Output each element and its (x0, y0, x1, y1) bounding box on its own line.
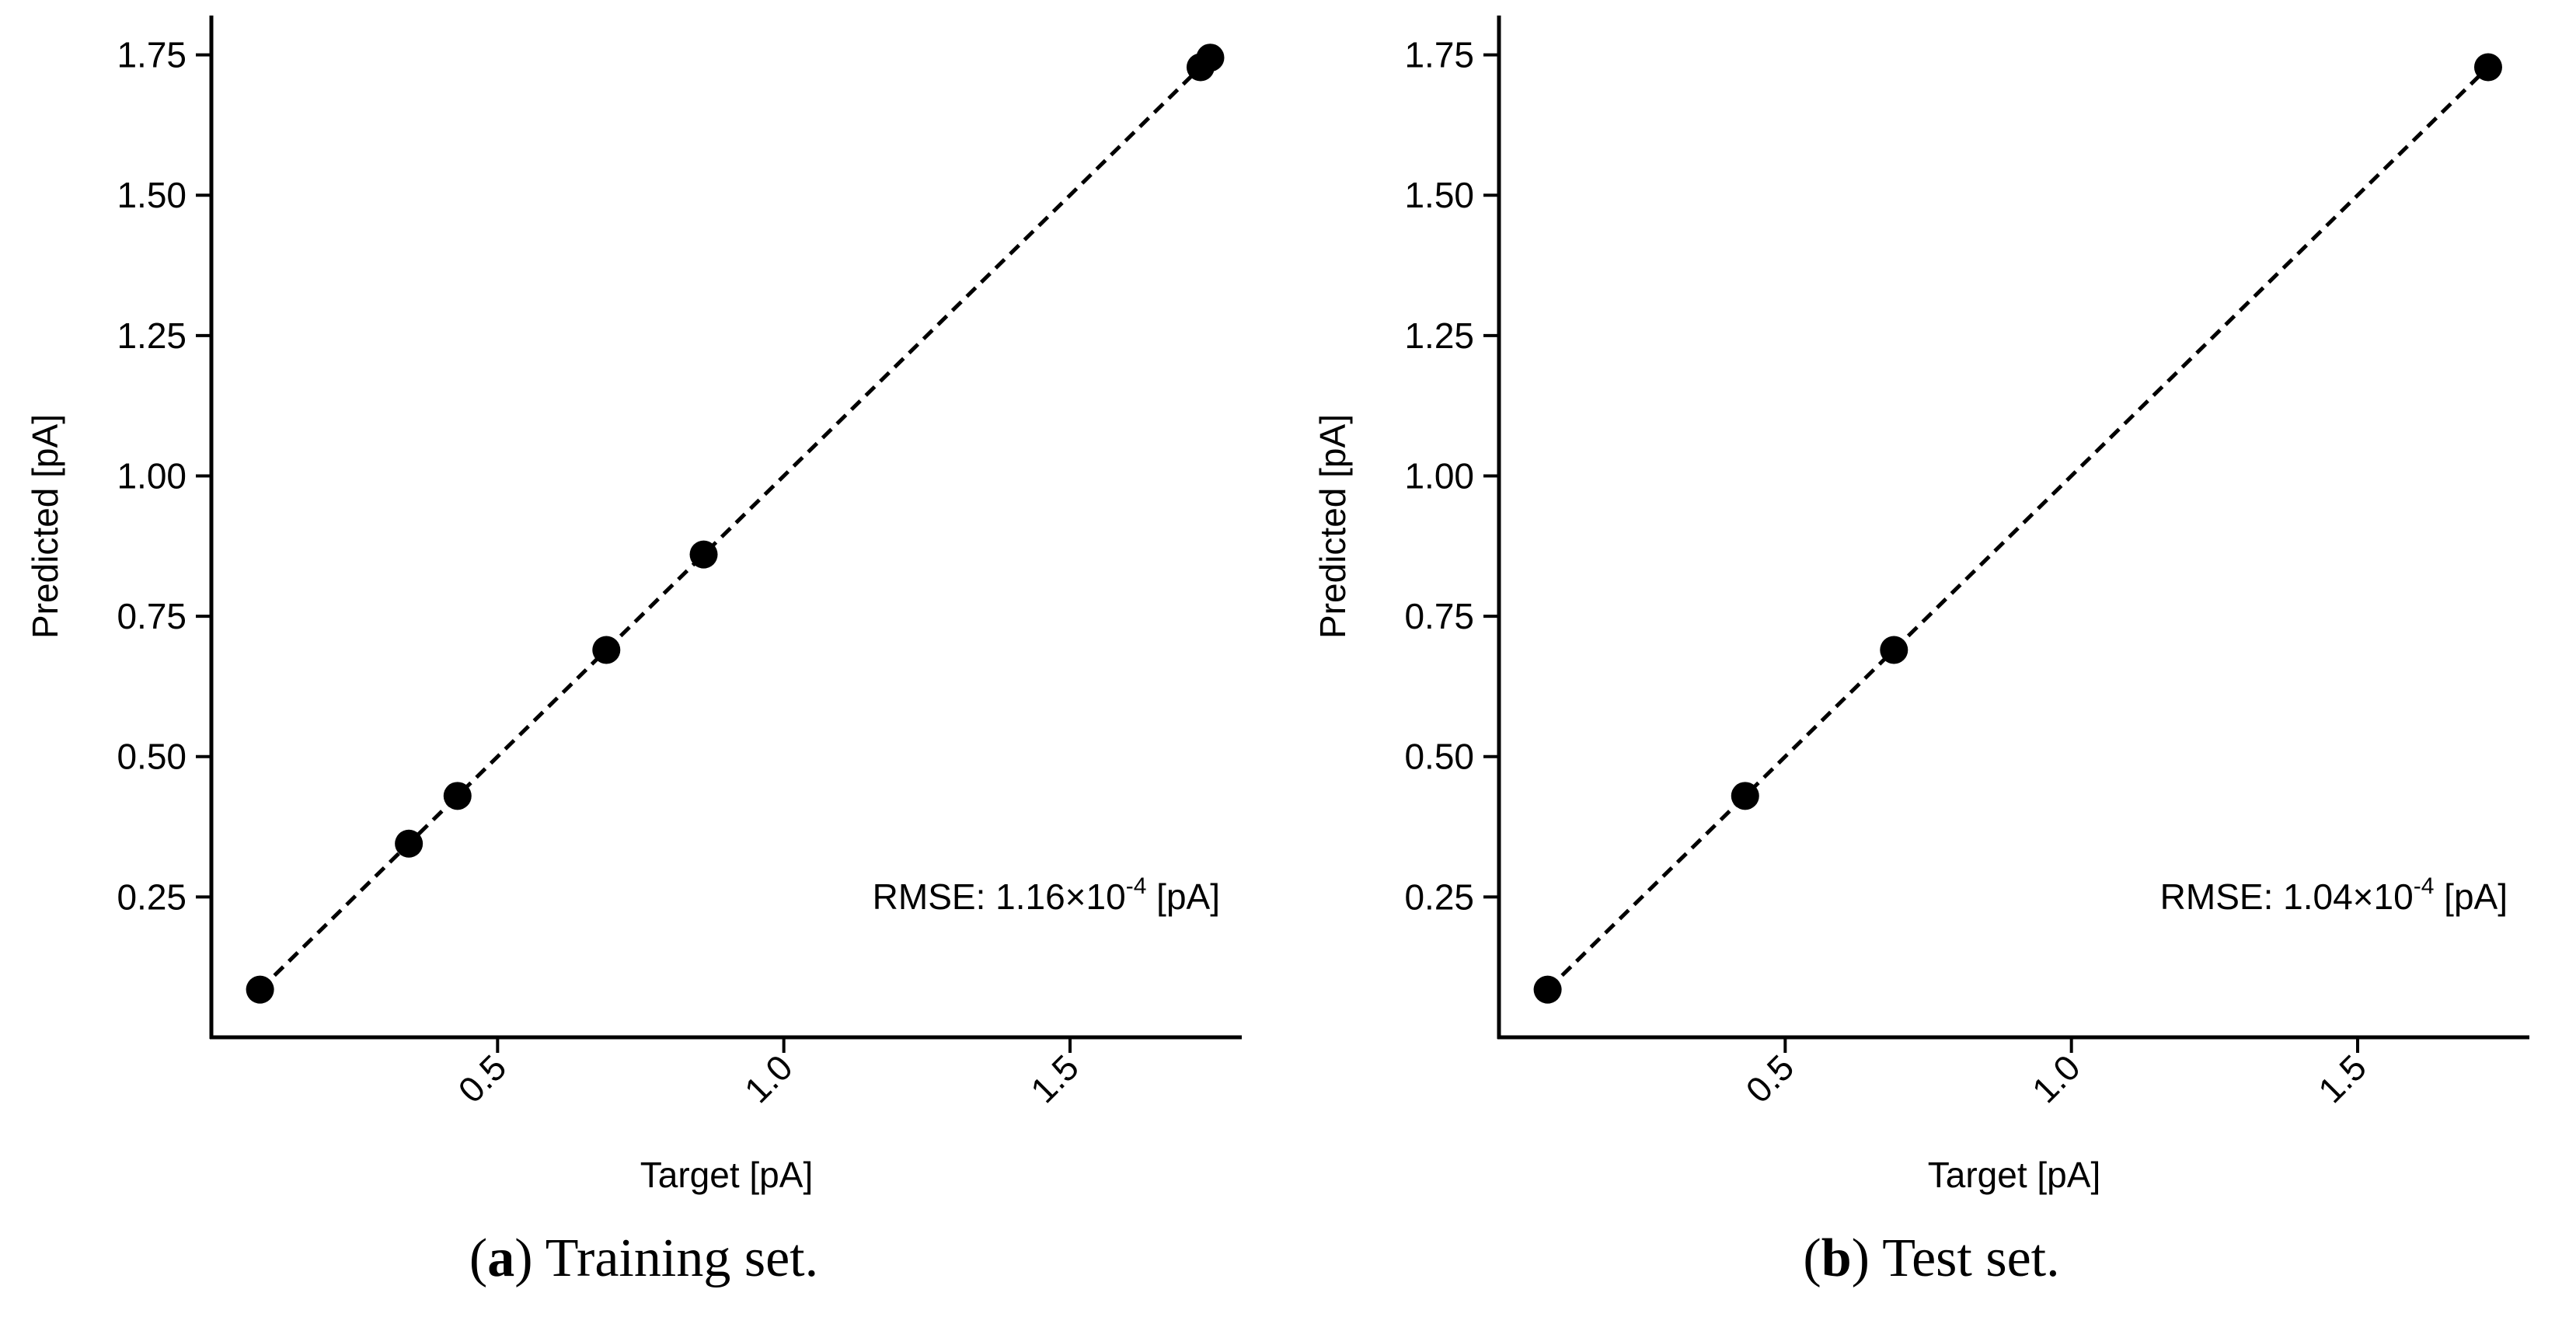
rmse-annotation: RMSE: 1.16×10-4 [pA] (873, 873, 1220, 917)
x-tick-label: 0.5 (450, 1047, 514, 1110)
panel-b: 0.25 0.50 0.75 1.00 1.25 1.50 1.75 0.5 1.0 1.5 Tar… (1288, 0, 2575, 1338)
data-point (443, 782, 472, 810)
y-tick-label: 0.50 (117, 737, 186, 777)
data-point (395, 829, 424, 858)
x-axis-label: Target [pA] (1928, 1155, 2100, 1195)
data-point (1880, 636, 1908, 664)
training-set-chart: 0.25 0.50 0.75 1.00 1.25 1.50 1.75 0.5 1.0 1.5 Tar… (25, 16, 1242, 1195)
y-tick-label: 1.75 (1404, 35, 1474, 75)
rmse-exponent: -4 (1126, 873, 1147, 899)
y-tick-label: 1.50 (117, 175, 186, 215)
y-tick-label: 0.75 (117, 596, 186, 636)
caption-letter: b (1821, 1228, 1852, 1288)
data-point (689, 540, 718, 569)
rmse-prefix: RMSE: 1.16×10 (873, 876, 1126, 917)
x-tick-label: 1.5 (1023, 1047, 1086, 1110)
caption-text: Training set. (545, 1228, 819, 1288)
caption-a: (a) Training set. (469, 1228, 819, 1288)
y-tick-label: 1.75 (117, 35, 186, 75)
x-tick-label: 1.0 (737, 1047, 800, 1110)
y-tick-label: 0.25 (117, 876, 186, 917)
y-tick-label: 0.50 (1404, 737, 1474, 777)
y-tick-label: 0.75 (1404, 596, 1474, 636)
x-tick-label: 0.5 (1738, 1047, 1801, 1110)
y-tick-label: 1.25 (117, 315, 186, 356)
y-tick-label: 1.50 (1404, 175, 1474, 215)
test-set-chart: 0.25 0.50 0.75 1.00 1.25 1.50 1.75 0.5 1.0 1.5 Tar… (1312, 16, 2529, 1195)
panel-a: 0.25 0.50 0.75 1.00 1.25 1.50 1.75 0.5 1.0 1.5 Tar… (25, 16, 1242, 1288)
y-tick-label: 1.00 (117, 455, 186, 496)
data-point (592, 636, 621, 664)
data-point (2473, 53, 2502, 82)
rmse-annotation: RMSE: 1.04×10-4 [pA] (2160, 873, 2508, 917)
x-axis-label: Target [pA] (640, 1155, 813, 1195)
rmse-prefix: RMSE: 1.04×10 (2160, 876, 2414, 917)
data-point (246, 975, 274, 1004)
caption-b: (b) Test set. (1803, 1228, 2060, 1288)
rmse-suffix: [pA] (1146, 876, 1220, 917)
y-axis-label: Predicted [pA] (25, 414, 65, 639)
fit-line (1546, 65, 2490, 991)
rmse-suffix: [pA] (2434, 876, 2508, 917)
data-point (1731, 782, 1759, 810)
y-tick-label: 1.25 (1404, 315, 1474, 356)
x-tick-label: 1.5 (2310, 1047, 2374, 1110)
data-point (1533, 975, 1562, 1004)
rmse-exponent: -4 (2414, 873, 2435, 899)
y-axis-label: Predicted [pA] (1312, 414, 1353, 639)
data-point (1196, 44, 1225, 72)
y-tick-label: 1.00 (1404, 455, 1474, 496)
y-tick-label: 0.25 (1404, 876, 1474, 917)
caption-letter: a (487, 1228, 515, 1288)
caption-text: Test set. (1882, 1228, 2060, 1288)
x-tick-label: 1.0 (2024, 1047, 2088, 1110)
